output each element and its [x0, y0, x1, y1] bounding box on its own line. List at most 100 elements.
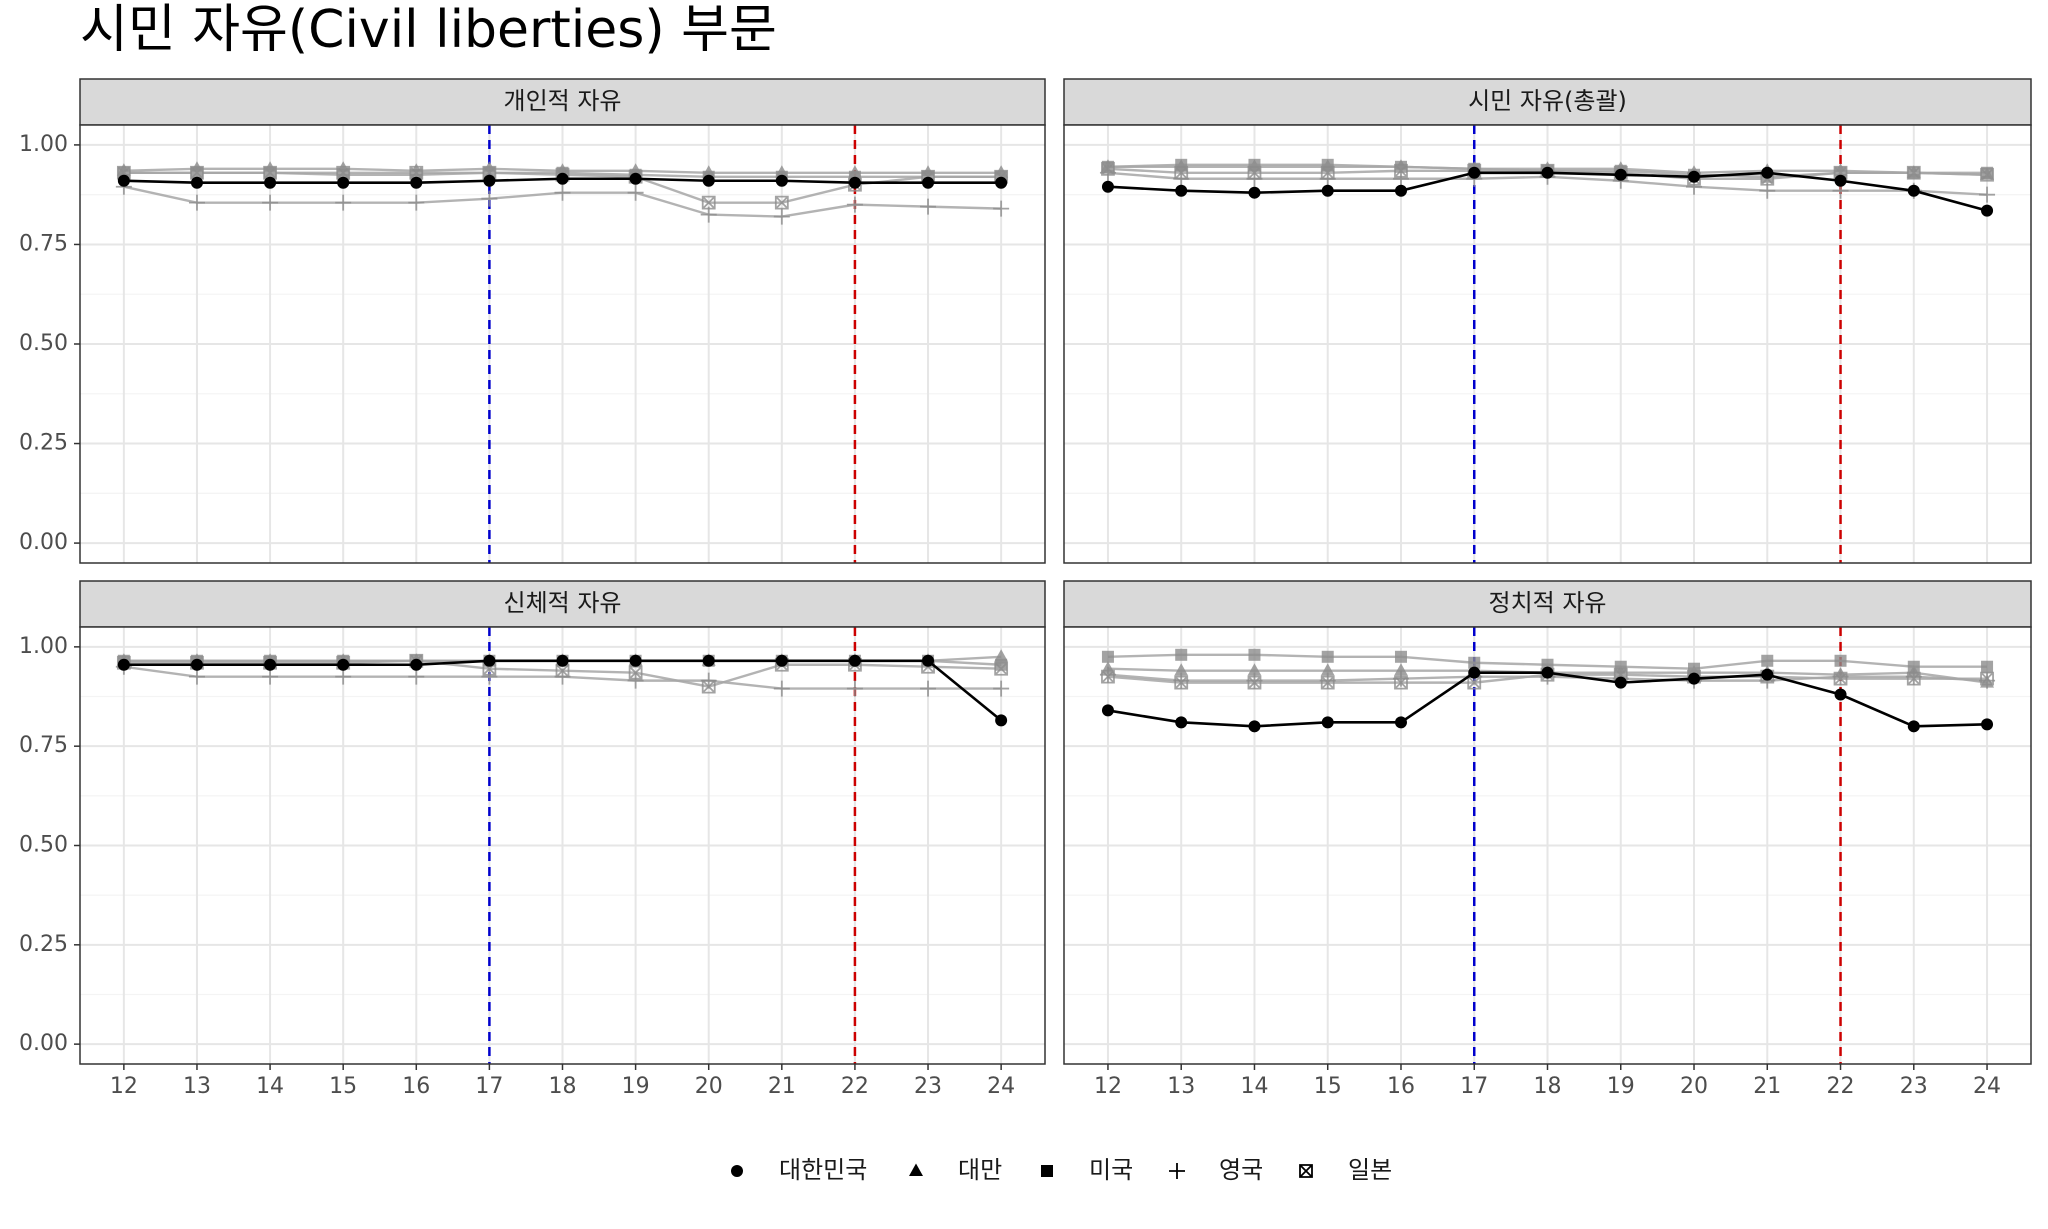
data-point: [188, 194, 205, 211]
data-point: [1101, 704, 1114, 717]
data-point: [629, 654, 642, 667]
x-tick-label: 16: [402, 1074, 430, 1099]
data-point: [1614, 660, 1627, 673]
data-point: [1247, 675, 1262, 690]
x-tick-label: 20: [695, 1074, 723, 1099]
data-point: [995, 176, 1008, 189]
data-point: [1101, 180, 1114, 193]
x-tick-label: 12: [1094, 1074, 1122, 1099]
panel-border: [79, 626, 1046, 1065]
data-point: [264, 658, 277, 671]
strip-label: 개인적 자유: [503, 87, 621, 115]
panel-border: [1063, 626, 2032, 1065]
data-point: [1614, 168, 1627, 181]
data-point: [190, 176, 203, 189]
x-tick-label: 24: [1973, 1074, 2001, 1099]
legend-label: 영국: [1219, 1156, 1263, 1184]
data-point: [1688, 662, 1701, 675]
data-point: [1468, 656, 1481, 669]
data-point: [994, 661, 1009, 676]
panel-border: [1063, 124, 2032, 564]
data-point: [1981, 204, 1994, 217]
data-point: [1175, 158, 1188, 171]
data-point: [1174, 675, 1189, 690]
data-point: [1175, 648, 1188, 661]
y-tick-label: 1.00: [19, 634, 68, 659]
data-point: [1906, 165, 1921, 180]
data-point: [1907, 720, 1920, 733]
data-point: [1394, 716, 1407, 729]
data-point: [410, 176, 423, 189]
data-point: [629, 172, 642, 185]
data-point: [922, 654, 935, 667]
data-point: [554, 184, 571, 201]
data-point: [846, 680, 863, 697]
data-point: [117, 658, 130, 671]
data-point: [1393, 663, 1408, 676]
data-point: [481, 190, 498, 207]
data-point: [1247, 165, 1262, 180]
data-point: [1688, 672, 1701, 685]
data-point: [773, 680, 790, 697]
data-point: [481, 668, 498, 685]
y-tick-label: 0.00: [19, 530, 68, 555]
data-point: [117, 174, 130, 187]
data-point: [702, 174, 715, 187]
data-point: [556, 654, 569, 667]
data-point: [262, 194, 279, 211]
data-point: [1906, 671, 1921, 686]
data-point: [1175, 716, 1188, 729]
data-point: [994, 649, 1009, 662]
data-point: [190, 165, 204, 180]
data-point: [409, 165, 424, 180]
legend-label: 일본: [1348, 1156, 1392, 1184]
strip: [1063, 580, 2032, 628]
data-point: [1101, 161, 1115, 176]
data-point: [1320, 663, 1335, 676]
x-tick-label: 19: [1607, 1074, 1635, 1099]
x-tick-label: 16: [1387, 1074, 1415, 1099]
data-point: [335, 194, 352, 211]
data-point: [1175, 184, 1188, 197]
data-point: [1468, 166, 1481, 179]
x-tick-label: 20: [1680, 1074, 1708, 1099]
y-tick-label: 0.50: [19, 331, 68, 356]
data-point: [1394, 675, 1408, 690]
y-tick-label: 0.75: [19, 231, 68, 256]
legend-label: 대만: [958, 1156, 1002, 1184]
data-point: [1980, 167, 1994, 182]
x-tick-label: 15: [1314, 1074, 1342, 1099]
data-point: [848, 176, 861, 189]
x-tick-label: 15: [329, 1074, 357, 1099]
data-point: [1247, 663, 1262, 676]
x-tick-label: 17: [475, 1074, 503, 1099]
data-point: [1392, 170, 1409, 187]
x-tick-label: 21: [768, 1074, 796, 1099]
data-point: [1320, 675, 1335, 690]
data-point: [263, 165, 277, 180]
x-tick-label: 12: [110, 1074, 138, 1099]
data-point: [1761, 166, 1774, 179]
data-point: [1248, 186, 1261, 199]
data-point: [1833, 671, 1848, 686]
data-point: [1614, 676, 1627, 689]
data-point: [1248, 648, 1261, 661]
data-point: [1321, 184, 1334, 197]
data-point: [1907, 184, 1920, 197]
data-point: [1174, 165, 1189, 180]
y-tick-label: 1.00: [19, 132, 68, 157]
data-point: [1834, 174, 1847, 187]
data-point: [1541, 166, 1554, 179]
x-tick-label: 13: [183, 1074, 211, 1099]
x-tick-label: 21: [1753, 1074, 1781, 1099]
data-point: [1907, 660, 1920, 673]
x-tick-label: 13: [1167, 1074, 1195, 1099]
y-tick-label: 0.25: [19, 431, 68, 456]
data-point: [188, 668, 205, 685]
data-point: [1321, 158, 1334, 171]
data-point: [1981, 718, 1994, 731]
x-tick-label: 19: [622, 1074, 650, 1099]
legend-key: [909, 1163, 923, 1176]
data-point: [410, 658, 423, 671]
